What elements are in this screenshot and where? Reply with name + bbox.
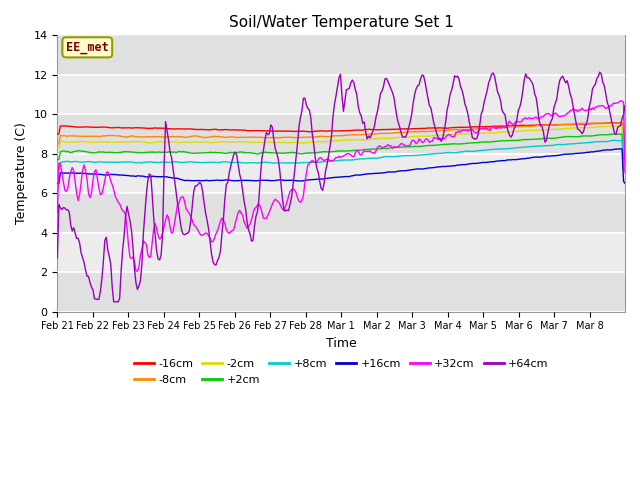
X-axis label: Time: Time	[326, 337, 356, 350]
Bar	[58, 272, 625, 312]
Legend: -16cm, -8cm, -2cm, +2cm, +8cm, +16cm, +32cm, +64cm: -16cm, -8cm, -2cm, +2cm, +8cm, +16cm, +3…	[129, 355, 553, 389]
Bar	[58, 154, 625, 193]
Title: Soil/Water Temperature Set 1: Soil/Water Temperature Set 1	[228, 15, 454, 30]
Bar	[58, 0, 625, 36]
Bar	[58, 193, 625, 233]
Bar	[58, 75, 625, 114]
Text: EE_met: EE_met	[66, 41, 109, 54]
Bar	[58, 36, 625, 75]
Bar	[58, 233, 625, 272]
Y-axis label: Temperature (C): Temperature (C)	[15, 122, 28, 225]
Bar	[58, 114, 625, 154]
